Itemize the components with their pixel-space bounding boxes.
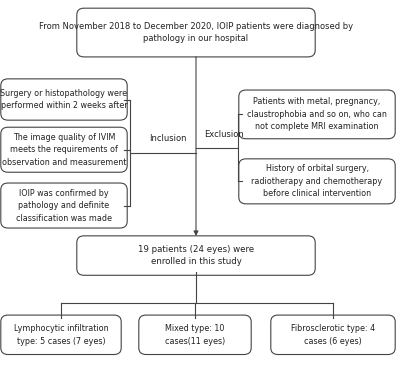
Text: Mixed type: 10
cases(11 eyes): Mixed type: 10 cases(11 eyes) bbox=[165, 324, 225, 346]
Text: Exclusion: Exclusion bbox=[204, 129, 244, 138]
FancyBboxPatch shape bbox=[1, 127, 127, 172]
Text: From November 2018 to December 2020, IOIP patients were diagnosed by
pathology i: From November 2018 to December 2020, IOI… bbox=[39, 22, 353, 43]
FancyBboxPatch shape bbox=[239, 159, 395, 204]
Text: Patients with metal, pregnancy,
claustrophobia and so on, who can
not complete M: Patients with metal, pregnancy, claustro… bbox=[247, 97, 387, 131]
FancyBboxPatch shape bbox=[1, 315, 121, 355]
Text: Lymphocytic infiltration
type: 5 cases (7 eyes): Lymphocytic infiltration type: 5 cases (… bbox=[14, 324, 108, 346]
FancyBboxPatch shape bbox=[77, 236, 315, 275]
Text: History of orbital surgery,
radiotherapy and chemotherapy
before clinical interv: History of orbital surgery, radiotherapy… bbox=[252, 164, 382, 198]
FancyBboxPatch shape bbox=[1, 183, 127, 228]
FancyBboxPatch shape bbox=[239, 90, 395, 139]
Text: The image quality of IVIM
meets the requirements of
observation and measurement: The image quality of IVIM meets the requ… bbox=[2, 133, 126, 167]
Text: Fibrosclerotic type: 4
cases (6 eyes): Fibrosclerotic type: 4 cases (6 eyes) bbox=[291, 324, 375, 346]
Text: 19 patients (24 eyes) were
enrolled in this study: 19 patients (24 eyes) were enrolled in t… bbox=[138, 245, 254, 266]
FancyBboxPatch shape bbox=[271, 315, 395, 355]
Text: Inclusion: Inclusion bbox=[149, 134, 187, 143]
Text: Surgery or histopathology were
performed within 2 weeks after: Surgery or histopathology were performed… bbox=[0, 89, 128, 110]
Text: IOIP was confirmed by
pathology and definite
classification was made: IOIP was confirmed by pathology and defi… bbox=[16, 189, 112, 222]
FancyBboxPatch shape bbox=[77, 8, 315, 57]
FancyBboxPatch shape bbox=[1, 79, 127, 120]
FancyBboxPatch shape bbox=[139, 315, 251, 355]
